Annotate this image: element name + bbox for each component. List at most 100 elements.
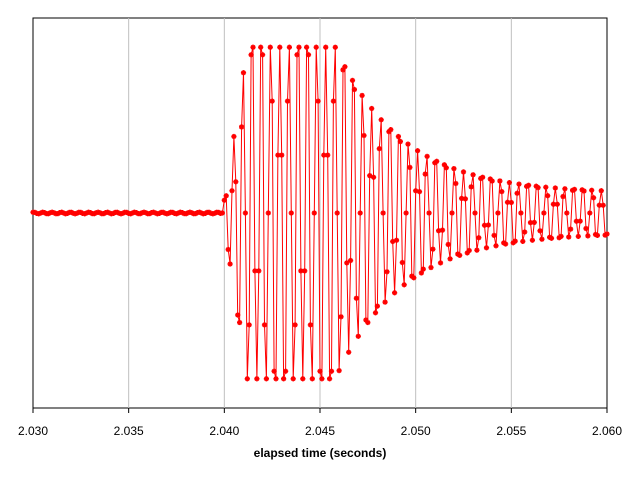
data-point [434,158,440,164]
data-point [233,179,239,185]
data-point [323,44,329,50]
data-point [365,319,371,326]
data-point [497,178,503,184]
data-point [526,182,532,188]
data-point [476,235,482,241]
data-point [219,210,225,216]
data-point [319,376,325,382]
data-point [424,153,430,159]
data-point [355,333,361,339]
data-point [304,44,310,50]
data-point [229,188,235,194]
data-point [422,171,428,177]
data-point [594,232,600,238]
data-point [485,222,491,228]
data-point [413,188,419,194]
data-point [503,241,509,247]
data-point [604,231,610,237]
x-tick-label: 2.030 [18,424,48,438]
data-point [315,98,321,104]
data-point [568,226,574,232]
data-point [483,245,490,251]
data-point [348,257,354,264]
data-point [225,246,231,253]
data-point [384,269,390,275]
data-point [392,290,398,296]
data-point [269,98,275,104]
data-point [506,180,512,186]
data-point [598,188,604,194]
data-point [529,237,535,243]
data-point [250,44,256,50]
data-point [411,275,417,281]
data-point [273,376,279,382]
data-point [223,193,229,199]
data-point [560,193,566,200]
data-point [281,376,287,382]
data-point [449,210,455,216]
data-point [554,201,560,207]
data-point [302,268,308,274]
data-point [261,322,268,328]
data-point [445,241,451,248]
data-point [393,237,400,243]
data-point [522,229,528,235]
data-point [361,132,367,139]
data-point [321,152,327,158]
data-point [353,295,359,301]
data-point [252,268,258,274]
data-point [235,312,241,318]
data-point [334,210,340,216]
data-point [388,127,394,133]
data-point [328,368,335,374]
data-point [541,210,547,216]
data-point [342,64,348,70]
data-point [369,105,375,112]
data-point [535,185,541,191]
data-point [330,98,336,104]
data-point [286,44,292,50]
data-point [600,202,606,208]
data-point [256,268,262,274]
data-point [336,368,342,374]
data-point [585,233,591,239]
data-point [426,210,432,216]
data-point [552,185,558,191]
x-tick-label: 2.050 [401,424,431,438]
data-point [300,376,306,382]
data-point [382,299,388,305]
data-point [357,210,363,216]
data-point [288,210,294,216]
data-point [401,282,407,288]
x-axis-title: elapsed time (seconds) [254,446,387,460]
data-point [418,270,424,276]
data-point [327,376,333,382]
data-point [317,368,323,374]
data-point [587,210,593,216]
data-point [265,210,271,216]
data-point [277,44,283,50]
series-signal [30,44,610,382]
data-point [290,376,296,382]
data-point [514,190,520,196]
data-point [430,246,436,252]
data-point [470,172,476,178]
data-point [443,165,449,171]
x-tick-label: 2.055 [496,424,526,438]
x-tick-label: 2.035 [114,424,144,438]
data-point [246,322,252,328]
data-point [489,178,495,184]
x-tick-labels: 2.030 2.035 2.040 2.045 2.050 2.055 2.060 [18,408,622,438]
data-point [237,319,243,326]
data-point [571,186,578,192]
data-point [575,233,581,239]
data-point [472,210,478,216]
data-point [518,210,524,216]
data-point [581,188,587,194]
data-point [474,247,480,253]
data-point [516,181,522,187]
data-point [349,77,356,83]
data-point [294,52,300,58]
data-point [260,52,266,58]
data-point [325,152,331,158]
